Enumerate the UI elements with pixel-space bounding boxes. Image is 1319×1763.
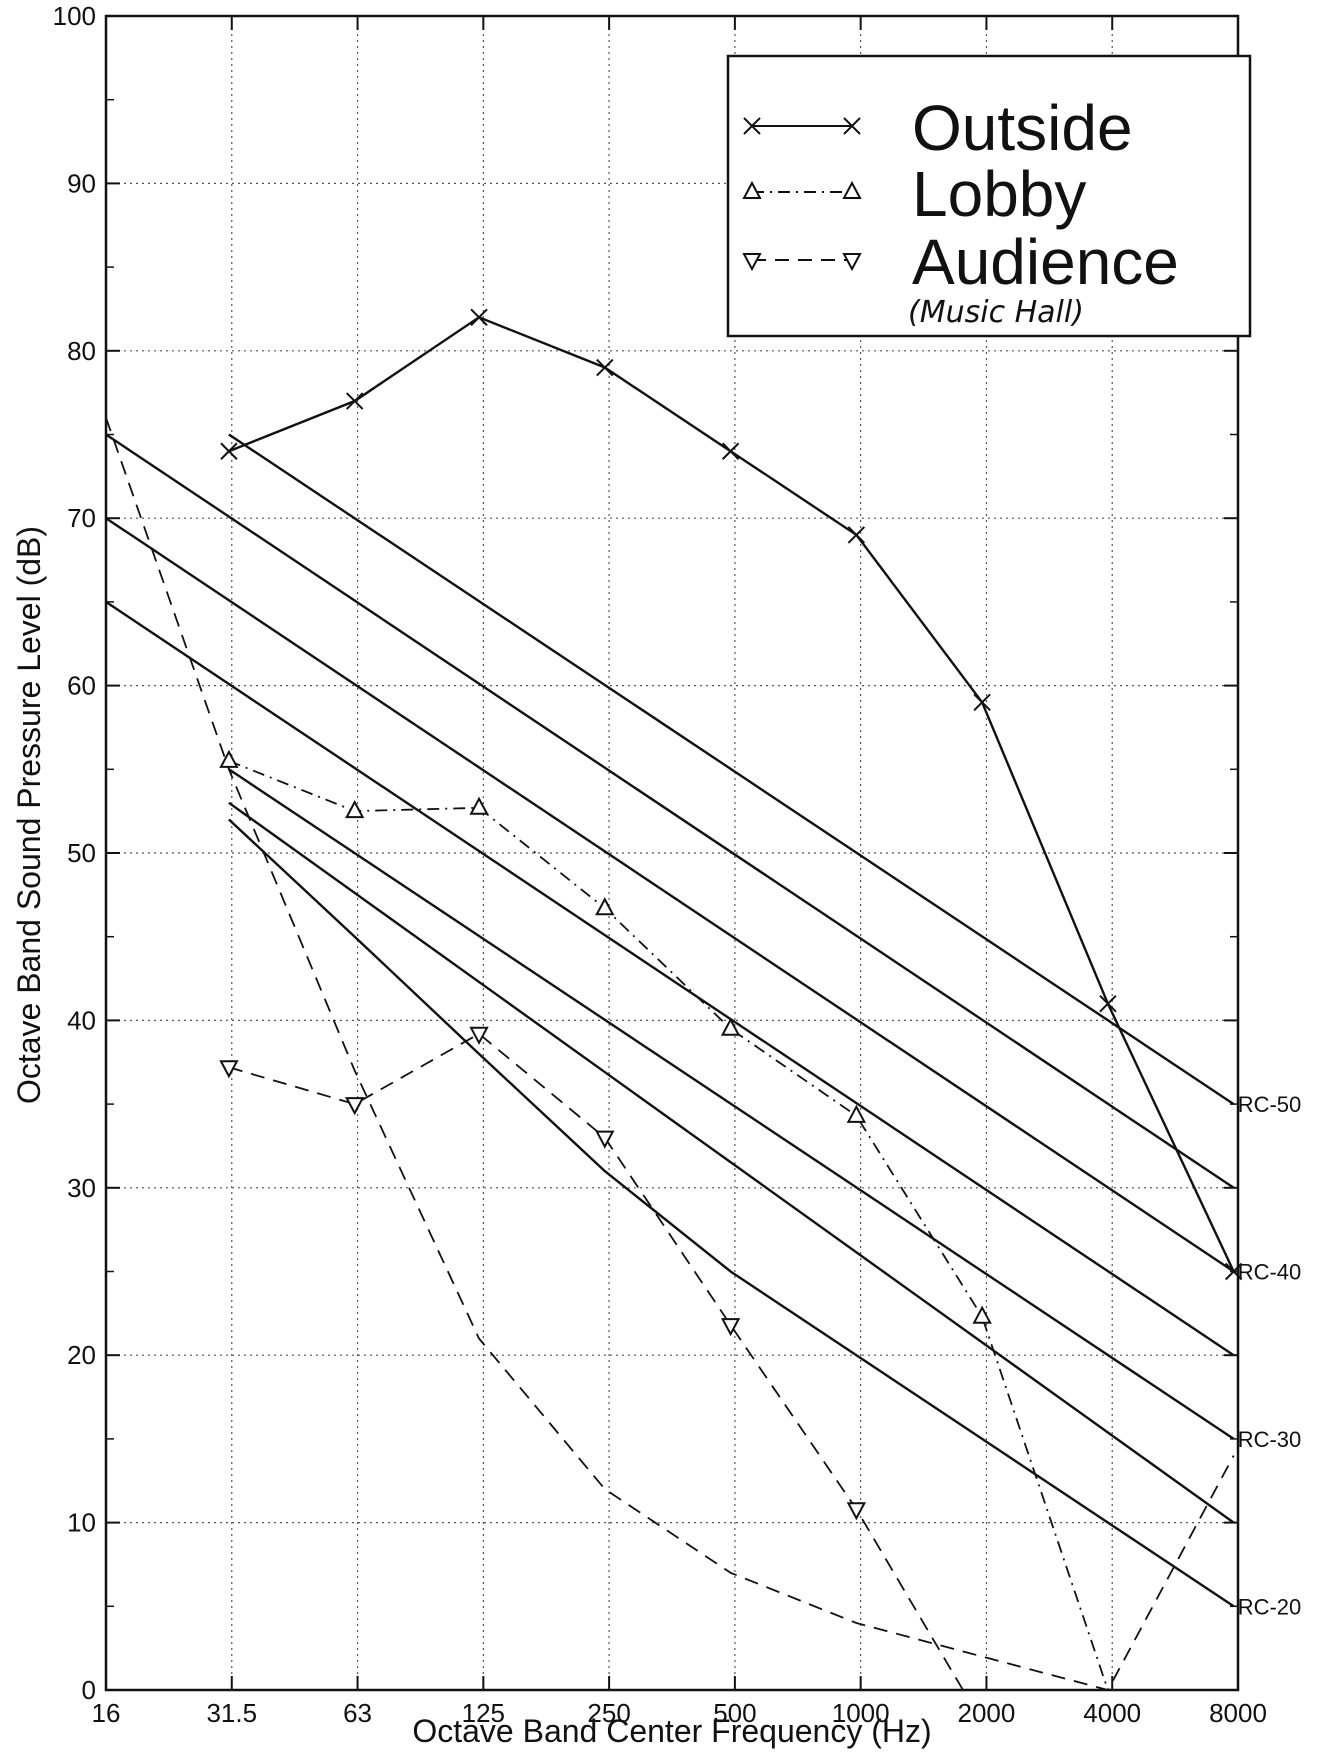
extra-dashed-curve [105, 417, 1235, 1692]
x-marker [220, 442, 238, 460]
y-tick-label: 80 [67, 336, 96, 366]
y-tick-label: 90 [67, 168, 96, 198]
y-tick-label: 50 [67, 838, 96, 868]
legend-box [726, 54, 1252, 338]
triangle-up-marker [720, 1017, 741, 1036]
x-tick-label: 1000 [832, 1698, 890, 1728]
y-tick-label: 70 [67, 503, 96, 533]
triangle-up-marker [742, 180, 762, 199]
x-marker [973, 693, 991, 712]
x-tick-label: 16 [92, 1698, 121, 1728]
x-tick-label: 500 [713, 1698, 756, 1728]
x-marker [470, 308, 488, 327]
x-marker-stroke [847, 526, 866, 544]
x-tick-label: 125 [462, 1698, 505, 1728]
x-marker-stroke [345, 392, 364, 410]
x-marker-stroke [596, 358, 614, 377]
rc-curve [228, 818, 1235, 1608]
x-marker [843, 117, 861, 135]
series-line [228, 315, 1235, 1273]
x-marker [743, 117, 761, 135]
grid-layer [106, 16, 1238, 1690]
y-tick-label: 100 [53, 1, 96, 31]
rc-curve [228, 768, 1235, 1440]
x-marker-stroke [973, 693, 991, 712]
y-tick-label: 20 [67, 1340, 96, 1370]
rc-curve [228, 801, 1235, 1524]
rc-curve [105, 600, 1235, 1357]
triangle-up-marker [219, 749, 239, 768]
series-line [228, 760, 1109, 1691]
triangle-up-marker [345, 800, 365, 819]
x-marker-stroke [843, 117, 861, 135]
rc-curve-label: RC-40 [1238, 1260, 1302, 1285]
triangle-down-marker [742, 253, 762, 272]
x-marker-stroke [721, 442, 740, 460]
legend-label: Lobby [912, 158, 1086, 230]
rc-curve [228, 433, 1235, 1106]
x-tick-label: 63 [343, 1698, 372, 1728]
triangle-down-marker [219, 1060, 239, 1079]
axes: 0 10 20 30 40 50 60 70 80 90 100 16 31.5 63 125 250 500 1… [53, 1, 1267, 1728]
y-axis-title: Octave Band Sound Pressure Level (dB) [11, 526, 47, 1104]
series-outside [220, 308, 1243, 1281]
legend-label: Audience [912, 226, 1179, 298]
x-marker-stroke [743, 117, 761, 135]
series-audience [219, 1026, 964, 1691]
series-line [228, 1032, 964, 1691]
rc-curve [105, 517, 1235, 1273]
x-tick-label: 31.5 [206, 1698, 257, 1728]
x-marker [1099, 994, 1117, 1013]
x-marker-stroke [220, 442, 238, 460]
rc-curve-label: RC-30 [1238, 1427, 1302, 1452]
triangle-up-marker [842, 180, 862, 199]
triangle-down-marker [595, 1130, 615, 1149]
triangle-down-marker [720, 1318, 741, 1337]
triangle-up-marker [972, 1305, 992, 1324]
triangle-down-marker [345, 1097, 365, 1116]
triangle-up-marker [469, 796, 489, 815]
x-marker-stroke [1099, 994, 1117, 1013]
legend-annotation: (Music Hall) [908, 295, 1084, 330]
rc-curve [105, 433, 1235, 1189]
x-marker [721, 442, 740, 460]
triangle-down-marker [469, 1026, 489, 1045]
triangle-down-marker [846, 1502, 867, 1521]
series-lobby [219, 749, 1109, 1691]
x-marker [345, 392, 364, 410]
data-series [105, 308, 1243, 1692]
x-tick-label: 4000 [1083, 1698, 1141, 1728]
y-tick-label: 0 [82, 1675, 96, 1705]
rc-curve-label: RC-20 [1238, 1594, 1302, 1619]
triangle-up-marker [846, 1104, 867, 1123]
triangle-down-marker [842, 253, 862, 272]
y-tick-label: 30 [67, 1173, 96, 1203]
rc-curve-label: RC-50 [1238, 1092, 1302, 1117]
rc-curves: RC-50 RC-40 RC-30 RC-20 [105, 433, 1302, 1619]
x-tick-label: 2000 [958, 1698, 1016, 1728]
x-marker [847, 526, 866, 544]
y-tick-label: 10 [67, 1508, 96, 1538]
legend-label: Outside [912, 92, 1133, 164]
y-tick-label: 60 [67, 671, 96, 701]
x-marker-stroke [470, 308, 488, 327]
x-tick-label: 250 [587, 1698, 630, 1728]
x-marker [596, 358, 614, 377]
triangle-up-marker [595, 897, 615, 916]
y-tick-label: 40 [67, 1005, 96, 1035]
x-tick-label: 8000 [1209, 1698, 1267, 1728]
x-axis-title: Octave Band Center Frequency (Hz) [412, 1713, 931, 1749]
